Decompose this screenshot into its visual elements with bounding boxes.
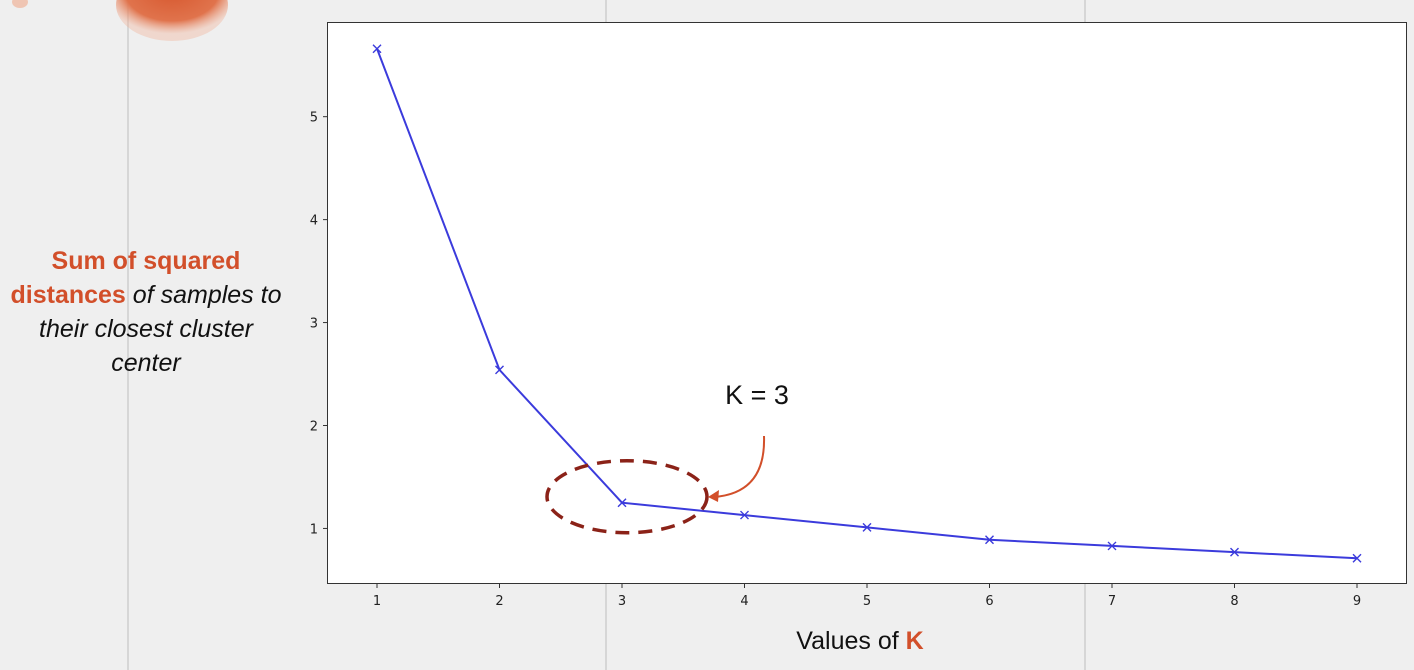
x-tick-label-8: 8 — [1230, 594, 1238, 609]
data-point-4 — [740, 510, 749, 520]
data-point-6 — [985, 535, 994, 545]
marker-stroke-b — [740, 510, 749, 520]
y-tick-label-1: 1 — [310, 522, 318, 537]
data-point-9 — [1352, 553, 1362, 563]
x-axis-label: Values of K — [700, 627, 1020, 656]
elbow-line-chart: 1 2 3 4 5 6 7 8 9 1 2 3 4 5 — [310, 44, 1362, 609]
data-point-7 — [1107, 541, 1117, 551]
x-tick-label-9: 9 — [1353, 594, 1361, 609]
y-axis-label-highlight: Sum of squared distances — [10, 247, 241, 309]
series-line — [376, 48, 1358, 560]
annotation-label: K = 3 — [725, 380, 789, 410]
y-tick-label-3: 3 — [310, 317, 318, 332]
x-tick-label-4: 4 — [740, 594, 748, 609]
y-tick-label-4: 4 — [310, 214, 318, 229]
x-tick-label-1: 1 — [373, 594, 381, 609]
y-tick-label-5: 5 — [310, 111, 318, 126]
x-tick-label-6: 6 — [985, 594, 993, 609]
orange-blob-decoration — [12, 0, 228, 41]
marker-stroke-b — [1107, 541, 1117, 551]
annotation-arrow — [713, 435, 766, 498]
x-tick-label-7: 7 — [1108, 594, 1116, 609]
marker-stroke-b — [495, 365, 504, 375]
data-point-5 — [862, 522, 872, 532]
data-point-1 — [372, 44, 382, 54]
x-tick-label-5: 5 — [863, 594, 871, 609]
data-point-2 — [495, 365, 504, 375]
data-point-8 — [1230, 547, 1239, 557]
marker-stroke-b — [862, 522, 872, 532]
x-tick-label-2: 2 — [495, 594, 503, 609]
y-axis-label-rest: of samples to their closest cluster cent… — [39, 281, 282, 377]
marker-stroke-b — [1230, 547, 1239, 557]
y-axis-label: Sum of squared distances of samples to t… — [10, 244, 282, 380]
annotation-arrowhead — [708, 490, 719, 502]
data-point-3 — [617, 498, 627, 508]
plot-area: 1 2 3 4 5 6 7 8 9 1 2 3 4 5 — [310, 22, 1407, 609]
marker-stroke-b — [985, 535, 994, 545]
marker-stroke-b — [617, 498, 627, 508]
x-tick-label-3: 3 — [618, 594, 626, 609]
elbow-highlight-ellipse — [545, 458, 709, 535]
x-axis-label-highlight: K — [905, 627, 924, 655]
guide-line-left — [127, 0, 129, 670]
x-axis-label-prefix: Values of — [796, 627, 906, 655]
marker-stroke-b — [372, 44, 382, 54]
marker-stroke-b — [1352, 553, 1362, 563]
y-tick-label-2: 2 — [310, 420, 318, 435]
